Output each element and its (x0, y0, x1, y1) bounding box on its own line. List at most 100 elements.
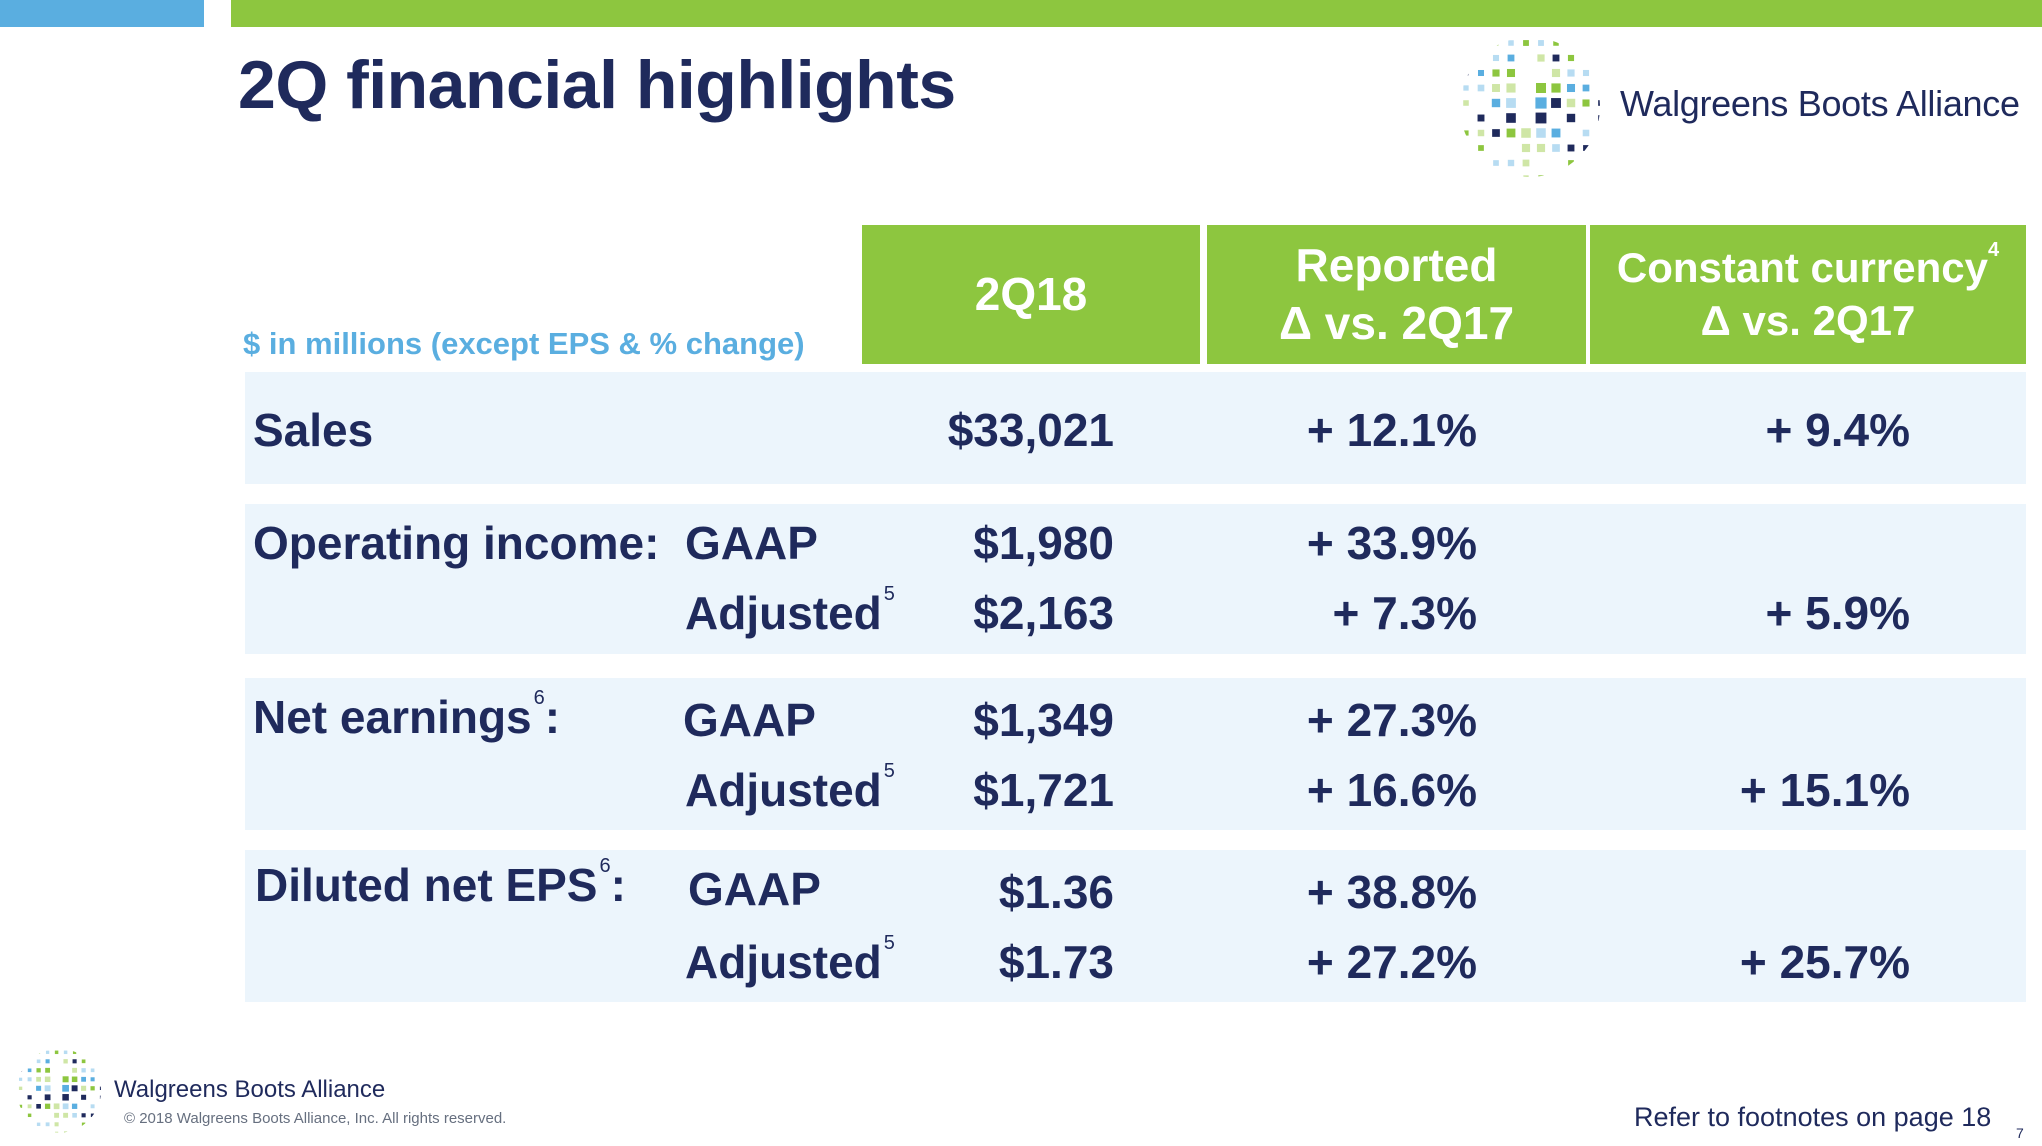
header-reported: Reported Δ vs. 2Q17 (1207, 225, 1586, 364)
logo-tile (62, 1094, 69, 1101)
logo-tile (100, 1068, 101, 1072)
logo-tile (1464, 176, 1468, 177)
logo-tile (91, 1122, 95, 1126)
header-reported-line1: Reported (1295, 239, 1498, 291)
logo-tile (1478, 160, 1484, 166)
logo-tile (73, 1131, 77, 1133)
footnote-marker: 5 (883, 760, 895, 782)
logo-tile (45, 1122, 50, 1127)
logo-tile (63, 1067, 69, 1073)
diluted-eps-gaap-value: $1.36 (998, 866, 1114, 918)
logo-tile (90, 1113, 95, 1118)
top-accent-bar-green (231, 0, 2042, 27)
logo-tile (19, 1104, 23, 1108)
logo-tile (81, 1122, 86, 1127)
logo-tile (1553, 40, 1559, 46)
logo-tile (1463, 100, 1469, 106)
logo-tile (18, 1095, 23, 1099)
logo-tile (63, 1050, 68, 1055)
logo-tile (1535, 82, 1547, 94)
logo-tile (19, 1123, 22, 1126)
logo-tile (54, 1131, 59, 1133)
logo-tile (28, 1051, 31, 1054)
logo-tile (1535, 97, 1547, 109)
logo-tile (1477, 69, 1485, 77)
logo-tile (90, 1068, 95, 1073)
logo-tile (1599, 176, 1600, 177)
logo-tile (1582, 99, 1590, 107)
logo-tile (1598, 130, 1600, 136)
logo-tile (1492, 54, 1500, 62)
footer-brand-name: Walgreens Boots Alliance (114, 1076, 386, 1103)
logo-tile (1552, 159, 1560, 167)
operating-income-gaap-value: $1,980 (973, 517, 1114, 569)
slide-title: 2Q financial highlights (238, 47, 956, 123)
logo-tile (72, 1050, 77, 1054)
net-earnings-gaap-label: GAAP (683, 694, 816, 746)
logo-tile (1521, 128, 1531, 138)
logo-tile (1598, 85, 1600, 91)
logo-tile (82, 1050, 86, 1054)
row-band-diluted-eps (245, 850, 2026, 1002)
top-accent-bar-blue (0, 0, 204, 27)
logo-tile (1477, 84, 1485, 92)
operating-income-adjusted-label: Adjusted 5 (685, 583, 895, 639)
logo-tile (1537, 159, 1545, 167)
logo-tile (1536, 143, 1546, 153)
logo-tile (1477, 99, 1485, 107)
operating-income-adjusted-reported: + 7.3% (1332, 587, 1478, 639)
logo-tile (1506, 68, 1516, 78)
logo-tile (1491, 98, 1501, 108)
logo-tile (36, 1068, 41, 1073)
logo-tile (81, 1068, 86, 1073)
logo-tile (54, 1112, 60, 1118)
logo-tile (1551, 113, 1561, 123)
footer-logo: Walgreens Boots Alliance (14, 1046, 534, 1136)
logo-tile (19, 1068, 23, 1072)
logo-tile (1582, 69, 1590, 77)
logo-tile (1567, 54, 1575, 62)
logo-tile (19, 1132, 22, 1133)
logo-tile (1492, 129, 1500, 137)
page-number: 7 (2016, 1125, 2024, 1141)
logo-tile (54, 1067, 60, 1073)
logo-tile (1552, 144, 1560, 152)
sales-label: Sales (253, 404, 374, 456)
copyright-notice: © 2018 Walgreens Boots Alliance, Inc. Al… (124, 1110, 507, 1127)
logo-tile (1568, 40, 1574, 46)
logo-tile (81, 1059, 86, 1064)
logo-tile (53, 1103, 60, 1110)
logo-tile (1598, 70, 1600, 76)
logo-tile (81, 1085, 87, 1091)
logo-tile (1507, 144, 1515, 152)
logo-tile (54, 1122, 59, 1127)
logo-tile (27, 1077, 32, 1082)
sales-reported-change: + 12.1% (1306, 404, 1477, 456)
brand-logo: Walgreens Boots Alliance (1455, 35, 2020, 180)
logo-tile (99, 1095, 101, 1099)
logo-tile (44, 1085, 51, 1092)
logo-tile (1551, 68, 1561, 78)
logo-tile (63, 1122, 68, 1127)
operating-income-gaap-label: GAAP (685, 517, 818, 569)
logo-tile (1477, 129, 1485, 137)
logo-tile (1538, 175, 1544, 177)
logo-tile (1491, 113, 1501, 123)
logo-tile (36, 1085, 42, 1091)
logo-tile (1551, 83, 1561, 93)
logo-tile (44, 1076, 51, 1083)
logo-tile (62, 1103, 69, 1110)
logo-tile (1478, 40, 1484, 46)
logo-tile (1536, 68, 1546, 78)
logo-tile (1463, 130, 1469, 136)
logo-tile (1508, 40, 1514, 46)
logo-tile (1598, 55, 1600, 61)
header-constant-currency: Constant currency4 Δ vs. 2Q17 (1590, 225, 2026, 364)
logo-tile (1463, 115, 1469, 121)
logo-tile (1479, 176, 1483, 177)
sales-value: $33,021 (947, 404, 1114, 456)
diluted-eps-adjusted-label: Adjusted 5 (685, 932, 895, 988)
logo-tile (1493, 160, 1499, 166)
logo-tile (81, 1103, 86, 1109)
logo-tile (1582, 129, 1590, 137)
